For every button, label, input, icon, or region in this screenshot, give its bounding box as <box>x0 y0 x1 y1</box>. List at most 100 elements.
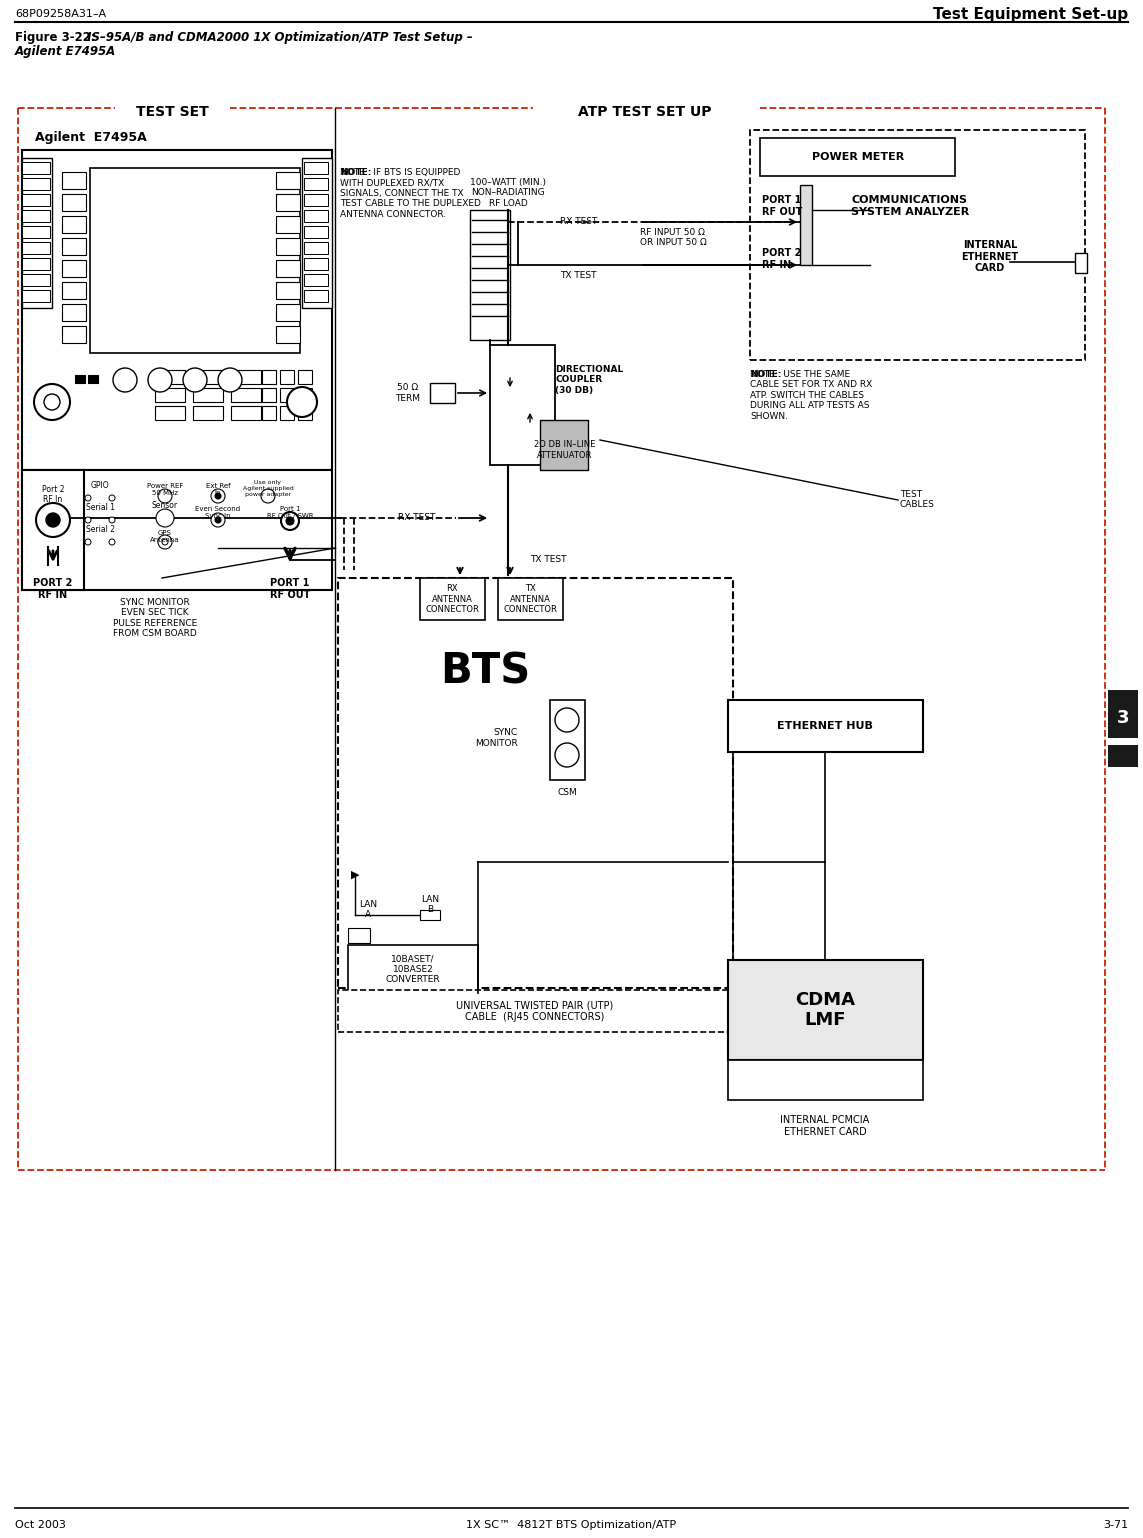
Text: Port 2
RF In: Port 2 RF In <box>42 484 64 504</box>
Text: CSM: CSM <box>557 787 577 797</box>
Bar <box>347 944 478 994</box>
Bar <box>338 990 733 1032</box>
Bar <box>22 178 50 191</box>
Polygon shape <box>82 492 118 500</box>
Bar <box>298 371 312 384</box>
Text: Agilent  E7495A: Agilent E7495A <box>35 132 146 145</box>
Bar <box>231 388 261 401</box>
Text: RX TEST: RX TEST <box>560 217 598 226</box>
Circle shape <box>555 743 580 767</box>
Text: Oct 2003: Oct 2003 <box>15 1520 66 1530</box>
Text: Serial 2: Serial 2 <box>86 526 114 535</box>
Bar <box>22 194 50 206</box>
Bar <box>419 578 485 620</box>
Circle shape <box>155 509 174 528</box>
Bar <box>338 578 733 987</box>
Bar <box>304 211 328 221</box>
Bar <box>1108 691 1138 738</box>
Text: Even Second
Sync In: Even Second Sync In <box>195 506 240 518</box>
Bar <box>750 131 1085 360</box>
Text: CDMA
LMF: CDMA LMF <box>796 990 855 1029</box>
Bar <box>1108 744 1138 767</box>
Text: ETHERNET HUB: ETHERNET HUB <box>777 721 873 731</box>
Text: PORT 2
RF IN: PORT 2 RF IN <box>33 578 73 600</box>
Bar <box>275 194 299 211</box>
Circle shape <box>85 517 91 523</box>
Circle shape <box>287 388 317 417</box>
Text: GPIO: GPIO <box>90 481 110 491</box>
Bar <box>760 138 956 175</box>
Bar <box>275 172 299 189</box>
Text: ATP TEST SET UP: ATP TEST SET UP <box>578 105 712 118</box>
Bar <box>728 1060 924 1100</box>
Bar <box>22 258 50 271</box>
Bar <box>193 371 223 384</box>
Bar <box>430 383 455 403</box>
Text: ▶: ▶ <box>351 871 359 880</box>
Circle shape <box>158 489 171 503</box>
Circle shape <box>43 394 59 411</box>
Bar <box>193 388 223 401</box>
Bar <box>550 700 585 780</box>
Bar <box>22 226 50 238</box>
Bar <box>155 388 185 401</box>
Text: RF INPUT 50 Ω
OR INPUT 50 Ω: RF INPUT 50 Ω OR INPUT 50 Ω <box>640 228 706 248</box>
Bar <box>262 388 275 401</box>
Circle shape <box>183 368 207 392</box>
Text: IS–95A/B and CDMA2000 1X Optimization/ATP Test Setup –: IS–95A/B and CDMA2000 1X Optimization/AT… <box>83 31 473 45</box>
Bar <box>1076 252 1087 274</box>
Bar <box>275 326 299 343</box>
Bar <box>490 345 555 464</box>
Text: PORT 1
RF OUT: PORT 1 RF OUT <box>270 578 310 600</box>
Bar <box>62 238 86 255</box>
Text: NOTE:: NOTE: <box>339 168 371 177</box>
Text: TEST SET: TEST SET <box>136 105 208 118</box>
Text: 1X SC™  4812T BTS Optimization/ATP: 1X SC™ 4812T BTS Optimization/ATP <box>466 1520 676 1530</box>
Bar <box>298 388 312 401</box>
Bar <box>304 274 328 286</box>
Bar <box>470 211 510 340</box>
Text: 2O DB IN–LINE
ATTENUATOR: 2O DB IN–LINE ATTENUATOR <box>534 440 596 460</box>
Bar <box>62 260 86 277</box>
Text: 100–WATT (MIN.)
NON–RADIATING
RF LOAD: 100–WATT (MIN.) NON–RADIATING RF LOAD <box>470 178 546 208</box>
Text: SYNC
MONITOR: SYNC MONITOR <box>475 729 518 747</box>
Circle shape <box>218 368 242 392</box>
Bar <box>62 172 86 189</box>
Text: TX TEST: TX TEST <box>530 555 567 564</box>
Circle shape <box>46 514 59 528</box>
Bar <box>275 305 299 321</box>
Circle shape <box>34 384 70 420</box>
Text: COMMUNICATIONS
SYSTEM ANALYZER: COMMUNICATIONS SYSTEM ANALYZER <box>850 195 969 217</box>
Bar <box>280 406 294 420</box>
Bar <box>280 388 294 401</box>
Circle shape <box>85 495 91 501</box>
Text: Serial 1: Serial 1 <box>86 503 114 512</box>
Bar <box>193 406 223 420</box>
Bar <box>304 161 328 174</box>
Bar <box>498 578 563 620</box>
Bar <box>304 291 328 301</box>
Text: Power REF
50 MHz: Power REF 50 MHz <box>146 483 183 495</box>
Bar <box>22 291 50 301</box>
Text: Port 1
RF Out / SWR: Port 1 RF Out / SWR <box>266 506 313 518</box>
Bar <box>22 211 50 221</box>
Bar <box>262 371 275 384</box>
Bar <box>231 371 261 384</box>
Text: GPS
Antenna: GPS Antenna <box>150 531 179 543</box>
Text: 68P09258A31–A: 68P09258A31–A <box>15 9 106 18</box>
Bar <box>728 700 924 752</box>
Circle shape <box>286 517 294 524</box>
Bar <box>302 158 331 308</box>
Bar <box>800 185 812 265</box>
Text: Use only
Agilent supplied
power adapter: Use only Agilent supplied power adapter <box>242 480 294 497</box>
Text: INTERNAL
ETHERNET
CARD: INTERNAL ETHERNET CARD <box>961 240 1018 274</box>
Text: Ext Ref
In: Ext Ref In <box>206 483 230 495</box>
Bar <box>275 281 299 298</box>
Text: NOTE:  USE THE SAME
CABLE SET FOR TX AND RX
ATP. SWITCH THE CABLES
DURING ALL AT: NOTE: USE THE SAME CABLE SET FOR TX AND … <box>750 371 872 420</box>
Circle shape <box>215 494 221 498</box>
Bar <box>22 471 331 591</box>
Bar <box>231 406 261 420</box>
Bar <box>88 375 98 383</box>
Circle shape <box>211 514 225 528</box>
Bar <box>155 406 185 420</box>
